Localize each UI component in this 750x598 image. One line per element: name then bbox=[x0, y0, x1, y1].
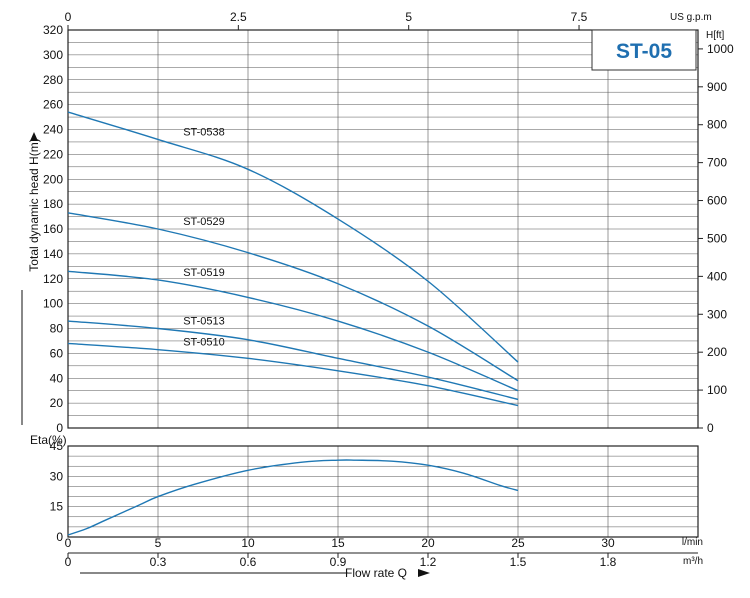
m3h-tick-label: 1.2 bbox=[420, 555, 437, 569]
right-axis-unit: H[ft] bbox=[706, 30, 725, 41]
head-tick-label: 240 bbox=[43, 123, 63, 137]
head-tick-label: 100 bbox=[43, 297, 63, 311]
head-tick-label: 260 bbox=[43, 98, 63, 112]
head-tick-label: 120 bbox=[43, 272, 63, 286]
ft-tick-label: 400 bbox=[707, 269, 727, 283]
head-tick-label: 280 bbox=[43, 73, 63, 87]
lmin-tick-label: 25 bbox=[511, 536, 525, 550]
ft-tick-label: 300 bbox=[707, 307, 727, 321]
curves: ST-0538 ST-0529 ST-0519 ST-0513 ST-0510 bbox=[67, 111, 519, 536]
head-tick-label: 180 bbox=[43, 197, 63, 211]
curve-label-st-0513: ST-0513 bbox=[183, 316, 225, 328]
eta-tick-label: 15 bbox=[50, 500, 64, 514]
m3h-tick-label: 0 bbox=[65, 555, 72, 569]
lmin-tick-label: 10 bbox=[241, 536, 255, 550]
ft-tick-label: 900 bbox=[707, 80, 727, 94]
head-axis-arrow bbox=[30, 132, 38, 141]
head-plot-frame bbox=[67, 29, 699, 429]
curve-label-st-0519: ST-0519 bbox=[183, 267, 225, 279]
lmin-tick-label: 5 bbox=[155, 536, 162, 550]
m3h-tick-label: 0.3 bbox=[150, 555, 167, 569]
eta-tick-label: 45 bbox=[50, 439, 64, 453]
flow-axis-arrow bbox=[418, 569, 430, 577]
plot-frames bbox=[67, 29, 699, 554]
lmin-tick-label: 15 bbox=[331, 536, 345, 550]
curve-label-st-0538: ST-0538 bbox=[183, 126, 225, 138]
head-tick-label: 0 bbox=[56, 421, 63, 435]
head-tick-label: 80 bbox=[50, 322, 64, 336]
eta-tick-label: 0 bbox=[56, 530, 63, 544]
model-badge-text: ST-05 bbox=[616, 40, 672, 63]
top-axis-unit: US g.p.m bbox=[670, 12, 712, 23]
head-tick-label: 160 bbox=[43, 222, 63, 236]
ft-tick-label: 800 bbox=[707, 118, 727, 132]
head-curve-st-0529 bbox=[67, 212, 519, 382]
head-tick-label: 300 bbox=[43, 48, 63, 62]
curve-label-st-0510: ST-0510 bbox=[183, 337, 225, 349]
gpm-tick-label: 0 bbox=[65, 10, 72, 24]
lmin-unit-label: l/min bbox=[682, 537, 703, 548]
head-curve-st-0538 bbox=[67, 111, 519, 363]
head-tick-label: 220 bbox=[43, 147, 63, 161]
ft-tick-label: 600 bbox=[707, 194, 727, 208]
eta-plot-frame bbox=[67, 445, 699, 538]
gpm-tick-label: 5 bbox=[405, 10, 412, 24]
gpm-tick-label: 2.5 bbox=[230, 10, 247, 24]
m3h-tick-label: 1.8 bbox=[600, 555, 617, 569]
head-tick-label: 20 bbox=[50, 396, 64, 410]
m3h-unit-label: m³/h bbox=[683, 556, 703, 567]
model-badge-box bbox=[591, 29, 697, 71]
lmin-tick-label: 30 bbox=[601, 536, 615, 550]
ft-tick-label: 500 bbox=[707, 231, 727, 245]
tick-labels: 0204060801001201401601802002202402602803… bbox=[43, 10, 734, 569]
m3h-tick-label: 0.9 bbox=[330, 555, 347, 569]
lmin-tick-label: 0 bbox=[65, 536, 72, 550]
eta-axis-title: Eta(%) bbox=[30, 433, 67, 447]
curve-label-st-0529: ST-0529 bbox=[183, 216, 225, 228]
head-axis-title: Total dynamic head H(m) bbox=[27, 138, 41, 271]
head-tick-label: 40 bbox=[50, 371, 64, 385]
efficiency-curve bbox=[67, 459, 519, 536]
ft-tick-label: 700 bbox=[707, 156, 727, 170]
flow-axis-title: Flow rate Q bbox=[345, 566, 407, 580]
head-curve-st-0513 bbox=[67, 320, 519, 401]
m3h-tick-label: 0.6 bbox=[240, 555, 257, 569]
head-tick-label: 200 bbox=[43, 172, 63, 186]
ft-tick-label: 100 bbox=[707, 383, 727, 397]
lmin-tick-label: 20 bbox=[421, 536, 435, 550]
eta-tick-label: 30 bbox=[50, 469, 64, 483]
head-tick-label: 140 bbox=[43, 247, 63, 261]
head-curve-st-0510 bbox=[67, 342, 519, 407]
model-badge: ST-05 bbox=[591, 29, 697, 71]
m3h-tick-label: 1.5 bbox=[510, 555, 527, 569]
head-tick-label: 320 bbox=[43, 23, 63, 37]
gpm-tick-label: 7.5 bbox=[571, 10, 588, 24]
ft-tick-label: 0 bbox=[707, 421, 714, 435]
ft-tick-label: 200 bbox=[707, 345, 727, 359]
head-curve-st-0519 bbox=[67, 270, 519, 392]
ft-tick-label: 1000 bbox=[707, 42, 734, 56]
head-tick-label: 60 bbox=[50, 346, 64, 360]
